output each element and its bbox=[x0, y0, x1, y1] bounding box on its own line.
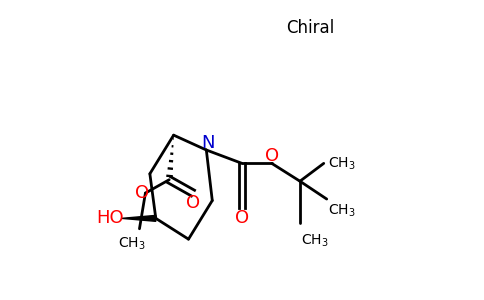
Text: O: O bbox=[186, 194, 200, 212]
Text: CH$_3$: CH$_3$ bbox=[118, 236, 146, 252]
Text: CH$_3$: CH$_3$ bbox=[328, 203, 356, 219]
Text: CH$_3$: CH$_3$ bbox=[302, 232, 329, 249]
Text: O: O bbox=[136, 184, 150, 202]
Text: N: N bbox=[201, 134, 214, 152]
Text: HO: HO bbox=[96, 209, 123, 227]
Text: CH$_3$: CH$_3$ bbox=[328, 155, 356, 172]
Text: Chiral: Chiral bbox=[286, 19, 334, 37]
Polygon shape bbox=[121, 215, 156, 221]
Text: O: O bbox=[265, 147, 279, 165]
Text: O: O bbox=[235, 209, 249, 227]
